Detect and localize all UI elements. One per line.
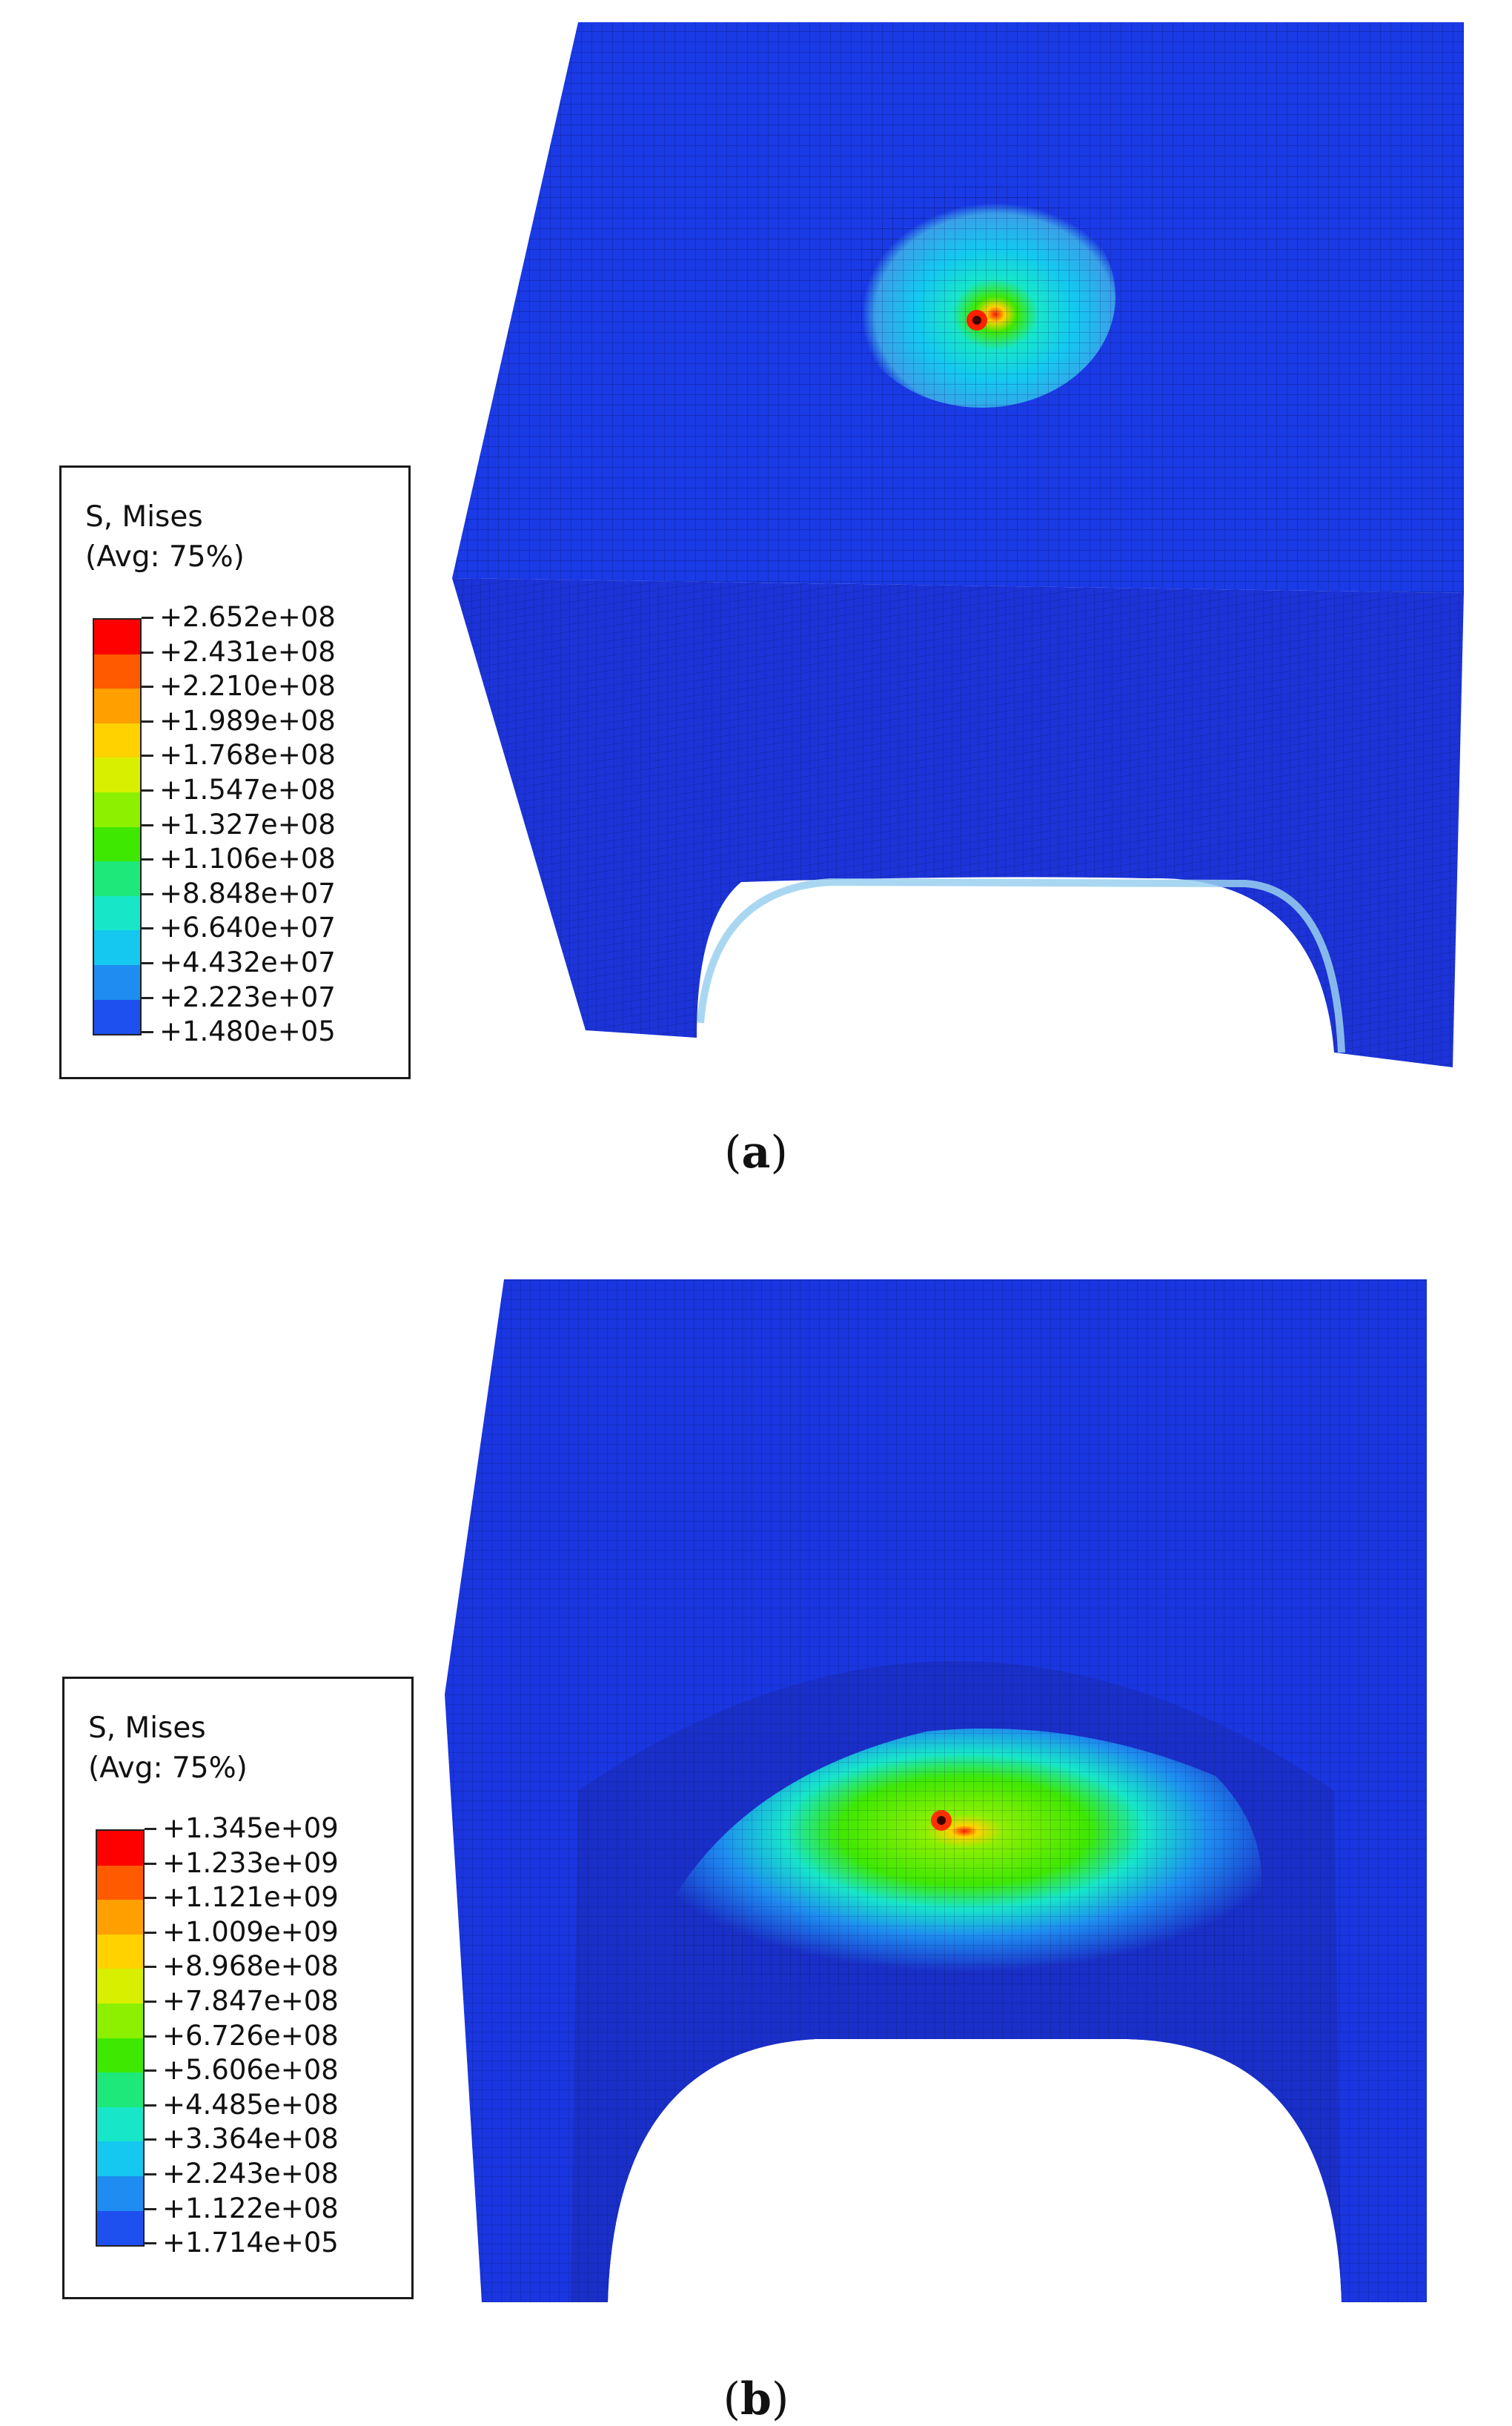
- tick-mark: [142, 651, 153, 654]
- color-band: [94, 689, 140, 723]
- panel-a: S, Mises (Avg: 75%) +2.652e+08 +2.431e+08…: [59, 22, 1464, 1179]
- tick-mark: [142, 617, 153, 619]
- tick-label: +6.640e+07: [159, 912, 336, 944]
- tick-mark: [145, 1931, 156, 1934]
- tick-mark: [142, 858, 153, 861]
- color-band: [94, 792, 140, 827]
- color-band: [97, 1831, 143, 1866]
- color-band: [97, 2072, 143, 2107]
- tick-label: +7.847e+08: [162, 1985, 339, 2017]
- tick-label: +1.327e+08: [159, 808, 336, 841]
- tick-label: +8.968e+08: [162, 1950, 339, 1983]
- tick-mark: [145, 2207, 156, 2210]
- color-band: [97, 2003, 143, 2038]
- tick-label: +2.652e+08: [159, 601, 336, 633]
- tick-mark: [142, 720, 153, 723]
- color-band: [97, 2141, 143, 2176]
- color-band: [94, 758, 140, 792]
- tick-label: +8.848e+07: [159, 877, 336, 909]
- color-band: [97, 2175, 143, 2211]
- tick-mark: [142, 962, 153, 964]
- color-band: [97, 1865, 143, 1900]
- tick-label: +6.726e+08: [162, 2019, 339, 2052]
- legend-subtitle: (Avg: 75%): [88, 1751, 248, 1785]
- color-band: [94, 861, 140, 896]
- color-band: [94, 895, 140, 931]
- tick-label: +1.009e+09: [162, 1915, 339, 1948]
- legend-subtitle: (Avg: 75%): [85, 540, 245, 574]
- stress-legend-a: S, Mises (Avg: 75%) +2.652e+08 +2.431e+08…: [59, 465, 411, 1079]
- tick-label: +1.768e+08: [159, 739, 336, 772]
- color-band: [97, 1934, 143, 1969]
- color-band: [97, 2038, 143, 2073]
- fem-model-b: [445, 1279, 1427, 2302]
- tick-mark: [142, 686, 153, 689]
- tick-label: +1.233e+09: [162, 1846, 339, 1879]
- legend-title: S, Mises: [85, 500, 203, 534]
- stress-legend-b: S, Mises (Avg: 75%) +1.345e+09 +1.233e+09…: [62, 1677, 414, 2299]
- color-band: [97, 1900, 143, 1935]
- color-band: [94, 826, 140, 862]
- tick-label: +1.106e+08: [159, 843, 336, 875]
- fem-model-a: [452, 22, 1464, 1067]
- tick-mark: [145, 2138, 156, 2141]
- tick-label: +1.989e+08: [159, 704, 336, 737]
- color-band: [94, 620, 140, 654]
- color-band: [94, 930, 140, 965]
- color-band: [94, 654, 140, 689]
- tick-label: +1.345e+09: [162, 1812, 339, 1844]
- tick-mark: [142, 1031, 153, 1034]
- tick-label: +1.122e+08: [162, 2192, 339, 2224]
- tick-mark: [145, 2035, 156, 2038]
- panel-caption-b: (b): [723, 2373, 789, 2425]
- tick-label: +4.432e+07: [159, 947, 336, 978]
- color-scale-bar: [96, 1829, 145, 2247]
- tick-mark: [145, 1828, 156, 1830]
- tick-mark: [142, 789, 153, 792]
- tick-mark: [142, 927, 153, 930]
- color-band: [94, 964, 140, 1000]
- color-band: [97, 1969, 143, 2004]
- tick-mark: [142, 892, 153, 895]
- color-band: [97, 2210, 143, 2246]
- panel-caption-a: (a): [724, 1127, 788, 1179]
- tick-label: +3.364e+08: [162, 2123, 339, 2155]
- color-band: [94, 723, 140, 758]
- color-band: [94, 999, 140, 1035]
- tick-label: +1.121e+09: [162, 1881, 339, 1914]
- tick-mark: [145, 2242, 156, 2245]
- tick-label: +2.431e+08: [159, 635, 336, 668]
- tick-mark: [145, 2173, 156, 2175]
- tick-mark: [142, 996, 153, 999]
- color-band: [97, 2107, 143, 2142]
- tick-mark: [145, 2001, 156, 2003]
- tick-label: +2.243e+08: [162, 2158, 339, 2190]
- tick-label: +5.606e+08: [162, 2054, 339, 2087]
- tick-mark: [142, 755, 153, 758]
- tick-label: +1.547e+08: [159, 774, 336, 806]
- tick-label: +2.210e+08: [159, 670, 336, 703]
- legend-title: S, Mises: [88, 1711, 206, 1745]
- tick-mark: [145, 1862, 156, 1865]
- tick-mark: [145, 2104, 156, 2107]
- tick-label: +1.480e+05: [159, 1015, 336, 1048]
- tick-mark: [145, 1966, 156, 1969]
- tick-mark: [145, 2069, 156, 2072]
- color-scale-bar: [93, 618, 142, 1036]
- tick-mark: [145, 1897, 156, 1900]
- tick-mark: [142, 823, 153, 826]
- panel-b: S, Mises (Avg: 75%) +1.345e+09 +1.233e+09…: [0, 1213, 1512, 2425]
- tick-label: +4.485e+08: [162, 2088, 339, 2121]
- tick-label: +2.223e+07: [159, 981, 336, 1013]
- tick-label: +1.714e+05: [162, 2227, 339, 2259]
